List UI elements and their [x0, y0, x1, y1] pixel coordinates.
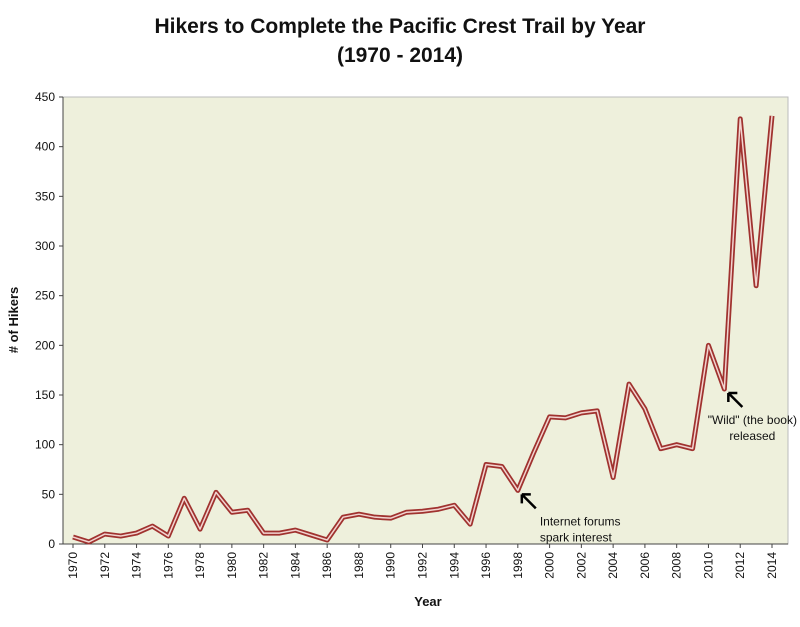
- annotation-text: spark interest: [540, 530, 613, 544]
- y-tick-label: 300: [35, 239, 55, 253]
- chart-title: Hikers to Complete the Pacific Crest Tra…: [155, 15, 646, 38]
- y-tick-label: 200: [35, 338, 55, 352]
- x-tick-label: 1992: [416, 552, 430, 579]
- annotation-text: Internet forums: [540, 514, 621, 528]
- x-tick-label: 1982: [257, 552, 271, 579]
- y-tick-label: 50: [42, 487, 56, 501]
- x-tick-label: 2008: [670, 552, 684, 579]
- x-tick-label: 1994: [447, 552, 461, 579]
- x-tick-label: 2010: [701, 552, 715, 579]
- annotation-arrow: [727, 391, 744, 408]
- x-tick-label: 1976: [161, 552, 175, 579]
- y-tick-label: 100: [35, 438, 55, 452]
- x-tick-label: 1986: [320, 552, 334, 579]
- x-tick-label: 1974: [130, 552, 144, 579]
- annotation-text: "Wild" (the book): [708, 413, 797, 427]
- x-tick-label: 2004: [606, 552, 620, 579]
- x-tick-label: 1978: [193, 552, 207, 579]
- y-tick-label: 400: [35, 140, 55, 154]
- x-axis-label: Year: [414, 594, 441, 609]
- x-tick-label: 2000: [543, 552, 557, 579]
- x-tick-label: 1990: [384, 552, 398, 579]
- x-tick-label: 2012: [733, 552, 747, 579]
- x-tick-label: 1980: [225, 552, 239, 579]
- x-tick-label: 1984: [288, 552, 302, 579]
- y-tick-label: 350: [35, 189, 55, 203]
- annotation-text: released: [729, 429, 775, 443]
- y-axis-label: # of Hikers: [6, 287, 21, 353]
- x-tick-label: 2014: [765, 552, 779, 579]
- plot-area: [62, 96, 789, 545]
- chart-subtitle: (1970 - 2014): [337, 44, 463, 67]
- x-tick-label: 1988: [352, 552, 366, 579]
- y-tick-label: 150: [35, 388, 55, 402]
- y-tick-label: 450: [35, 90, 55, 104]
- x-tick-label: 1996: [479, 552, 493, 579]
- x-tick-label: 1972: [98, 552, 112, 579]
- x-tick-label: 2002: [574, 552, 588, 579]
- line-series: [72, 115, 773, 543]
- x-tick-label: 1998: [511, 552, 525, 579]
- x-tick-label: 2006: [638, 552, 652, 579]
- x-tick-label: 1970: [66, 552, 80, 579]
- annotation-arrow: [520, 493, 537, 510]
- y-tick-label: 0: [48, 537, 55, 551]
- y-tick-label: 250: [35, 289, 55, 303]
